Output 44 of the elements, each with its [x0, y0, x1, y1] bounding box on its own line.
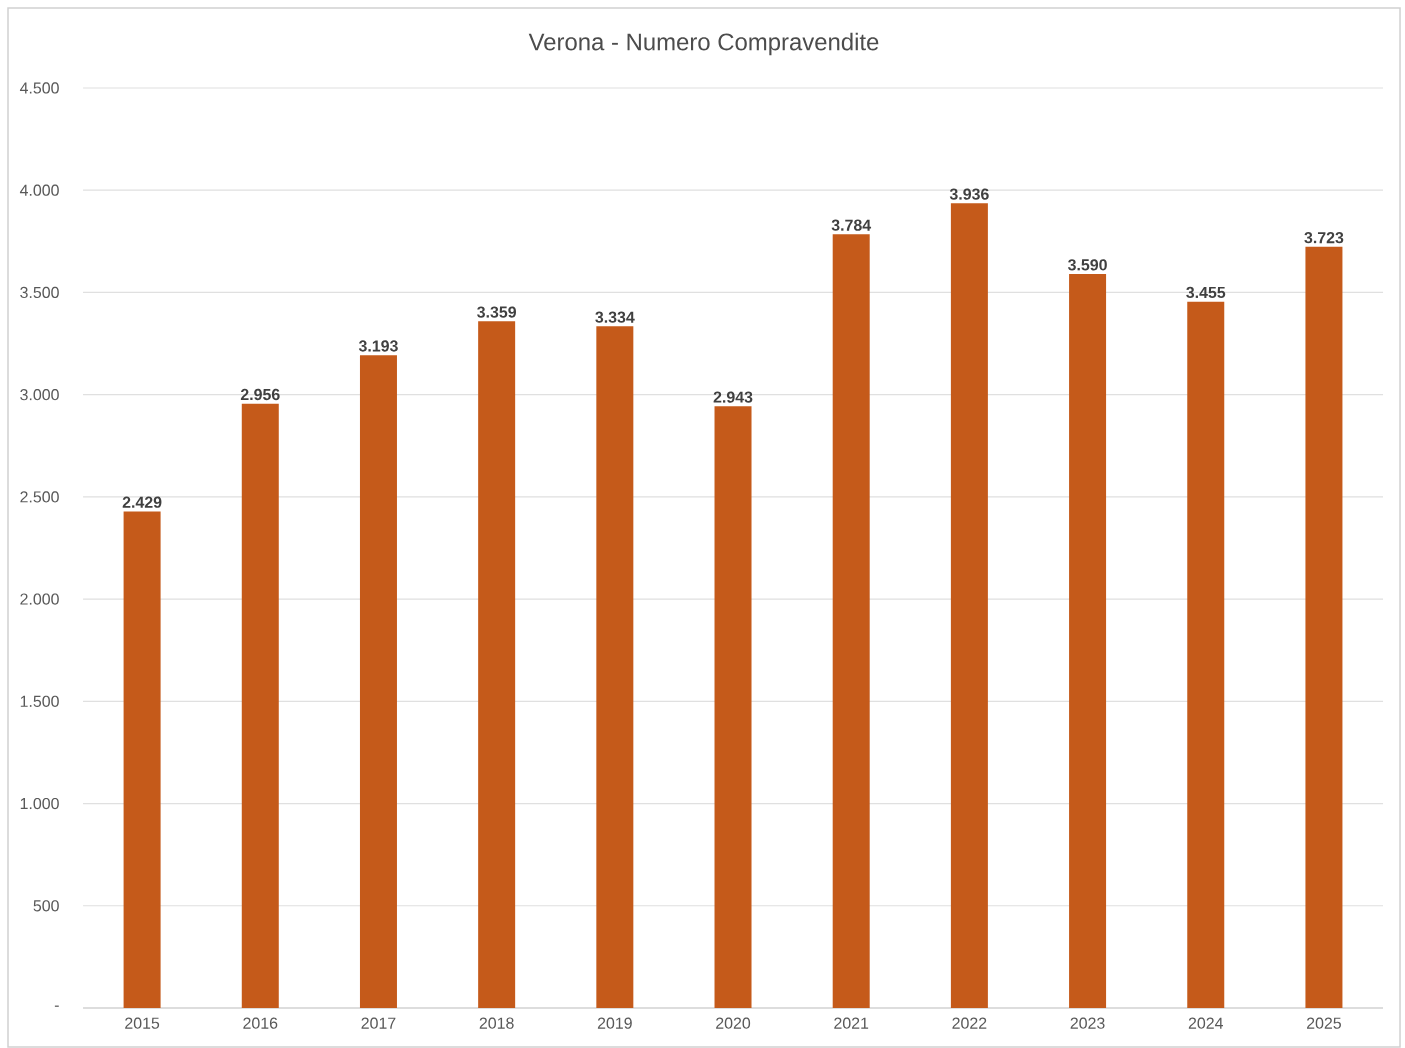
y-tick-label: - [54, 1005, 59, 1007]
bar [1069, 274, 1107, 1008]
bar [832, 234, 870, 1008]
x-tick-label: 2018 [479, 1017, 514, 1029]
x-tick-label: 2019 [597, 1017, 632, 1029]
bar [241, 403, 279, 1008]
data-label: 3.359 [477, 306, 516, 318]
data-label: 2.956 [240, 388, 280, 401]
y-tick-label: 2.500 [20, 491, 59, 503]
bar [1305, 246, 1343, 1008]
x-tick-label: 2023 [1070, 1017, 1105, 1029]
x-tick-label: 2015 [125, 1017, 160, 1029]
y-tick-label: 2.000 [20, 593, 59, 605]
data-label: 3.936 [949, 188, 989, 200]
data-label: 2.429 [122, 496, 162, 508]
bar [123, 511, 161, 1008]
bar [950, 203, 988, 1008]
bar [359, 355, 397, 1008]
y-tick-label: 4.000 [19, 184, 59, 196]
y-tick-label: 1.000 [20, 797, 59, 810]
y-tick-label: 500 [33, 900, 59, 912]
bar [714, 406, 752, 1008]
x-tick-label: 2025 [1307, 1017, 1341, 1029]
x-tick-label: 2017 [361, 1017, 396, 1029]
data-label: 3.455 [1186, 286, 1226, 299]
x-tick-label: 2021 [834, 1017, 869, 1029]
x-tick-label: 2020 [716, 1017, 751, 1029]
data-label: 2.943 [713, 391, 753, 403]
bar [596, 326, 634, 1008]
chart-title: Verona - Numero Compravendite [528, 32, 879, 56]
x-tick-label: 2022 [952, 1017, 987, 1029]
data-label: 3.784 [831, 219, 872, 231]
y-tick-label: 3.000 [20, 389, 59, 401]
x-tick-label: 2024 [1188, 1017, 1223, 1029]
data-label: 3.590 [1067, 259, 1107, 271]
y-tick-label: 4.500 [19, 82, 59, 94]
data-label: 3.334 [595, 311, 635, 323]
data-label: 3.193 [358, 340, 398, 352]
data-label: 3.723 [1304, 232, 1344, 244]
bar [1187, 301, 1225, 1008]
bar [478, 321, 516, 1008]
y-tick-label: 3.500 [20, 286, 59, 299]
x-tick-label: 2016 [243, 1017, 278, 1029]
y-tick-label: 1.500 [20, 695, 59, 707]
